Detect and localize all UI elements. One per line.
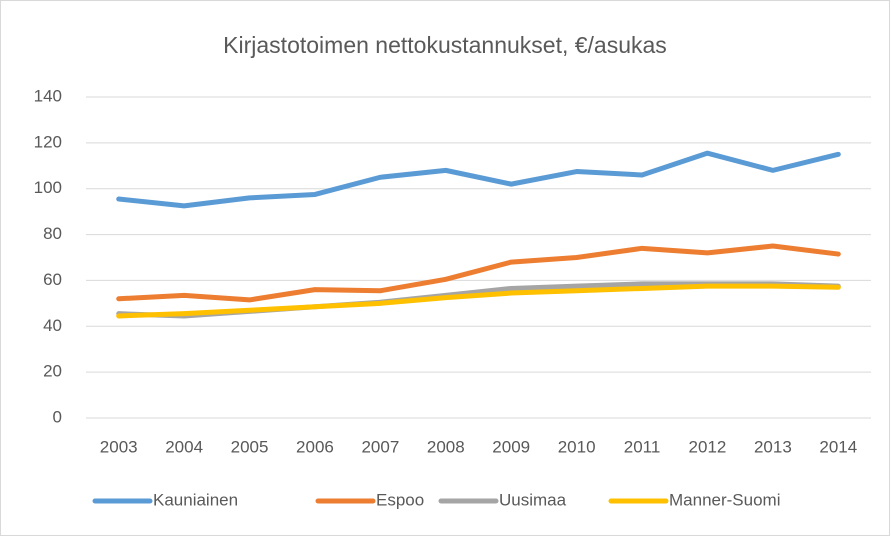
series-line [116, 243, 841, 303]
x-tick-label: 2003 [100, 437, 138, 456]
x-tick-label: 2005 [231, 437, 269, 456]
series-line [116, 283, 841, 319]
x-tick-label: 2011 [624, 437, 661, 456]
x-tick-label: 2004 [165, 437, 203, 456]
y-tick-label: 140 [34, 86, 62, 105]
x-tick-label: 2008 [427, 437, 465, 456]
x-tick-label: 2007 [361, 437, 399, 456]
y-tick-label: 40 [43, 316, 62, 335]
x-tick-label: 2009 [492, 437, 530, 456]
chart-title: Kirjastotoimen nettokustannukset, €/asuk… [223, 32, 667, 58]
legend-label: Manner-Suomi [669, 490, 781, 509]
legend-label: Espoo [376, 490, 424, 509]
series-line [116, 150, 841, 209]
x-tick-label: 2010 [558, 437, 596, 456]
y-tick-label: 60 [43, 270, 62, 289]
legend-label: Uusimaa [499, 490, 567, 509]
x-tick-label: 2006 [296, 437, 334, 456]
y-tick-label: 80 [43, 224, 62, 243]
y-tick-label: 100 [34, 178, 62, 197]
y-tick-label: 20 [43, 362, 62, 381]
x-tick-label: 2012 [689, 437, 727, 456]
x-tick-label: 2013 [754, 437, 792, 456]
legend-label: Kauniainen [153, 490, 238, 509]
x-tick-label: 2014 [819, 437, 857, 456]
y-tick-label: 0 [53, 407, 62, 426]
y-tick-label: 120 [34, 132, 62, 151]
